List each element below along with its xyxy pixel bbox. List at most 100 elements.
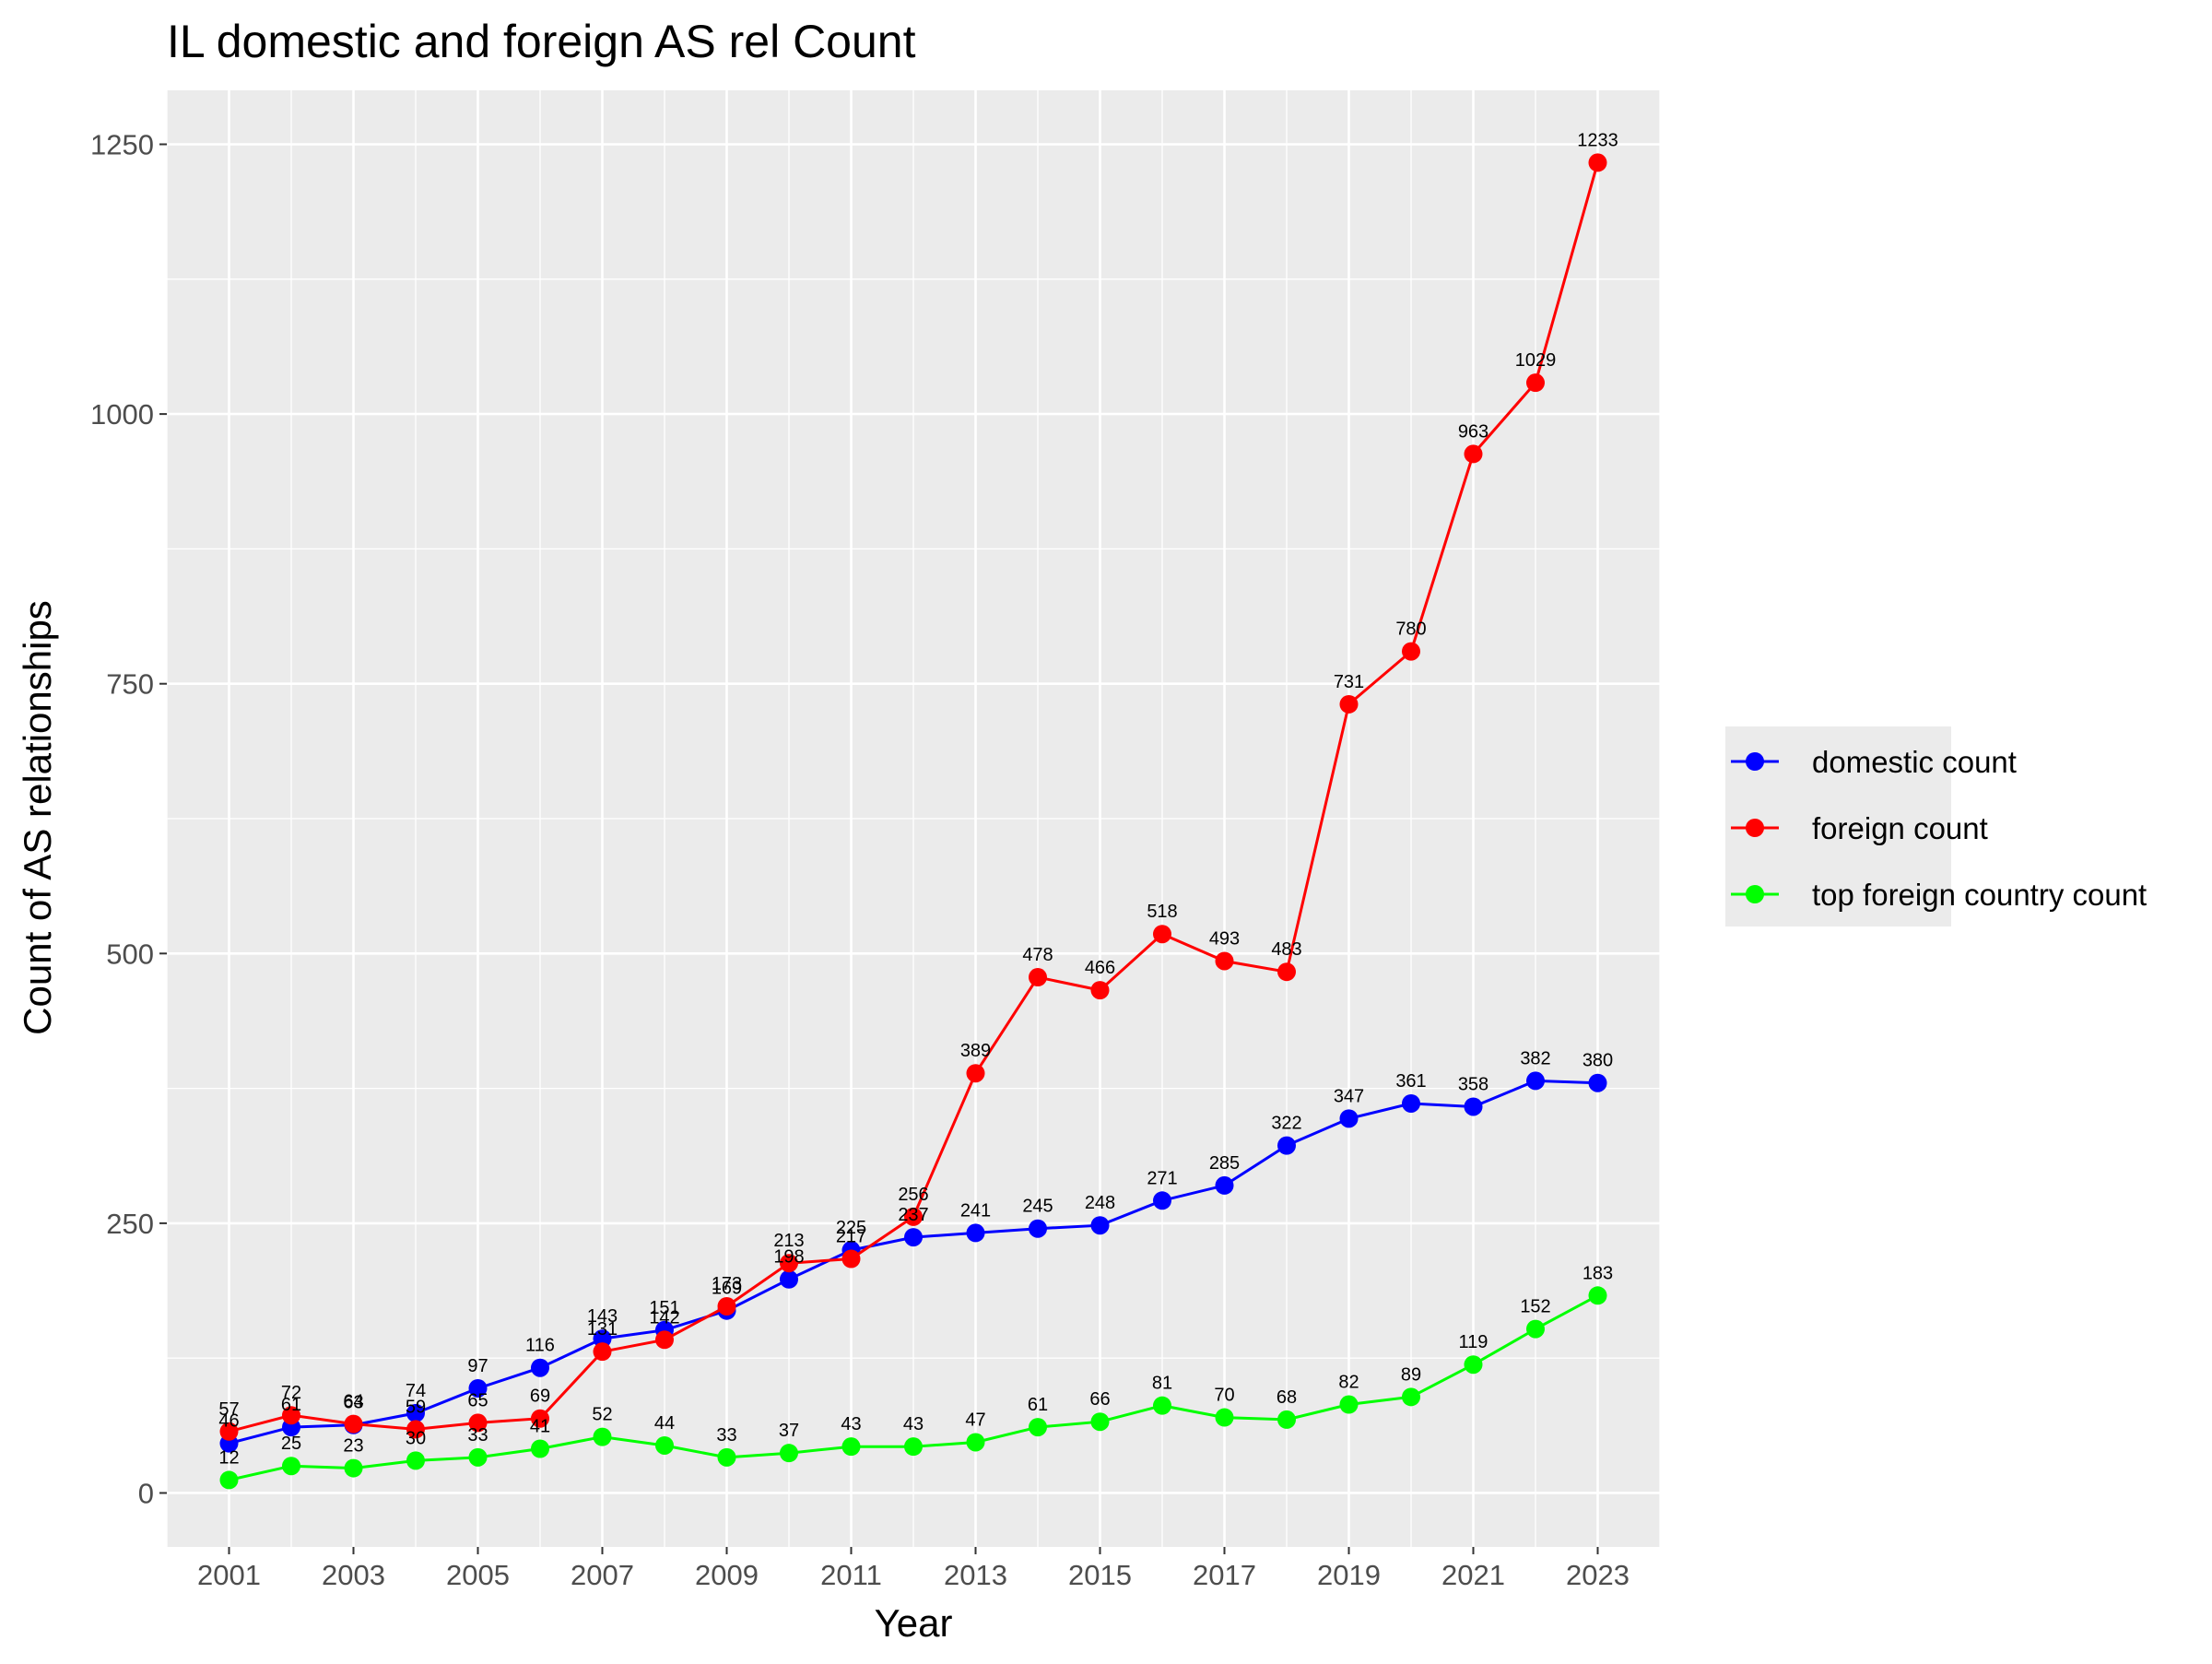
y-tick-label: 1000 <box>90 398 154 431</box>
data-label: 46 <box>218 1411 239 1432</box>
data-label: 61 <box>1028 1395 1048 1415</box>
data-label: 97 <box>467 1356 488 1376</box>
data-point <box>468 1413 488 1433</box>
data-point <box>717 1447 736 1467</box>
x-tick-label: 2007 <box>571 1559 634 1591</box>
data-point <box>904 1437 923 1457</box>
data-point <box>1215 1175 1234 1195</box>
data-point <box>655 1330 674 1350</box>
data-label: 81 <box>1152 1374 1172 1394</box>
y-tick-label: 750 <box>106 668 154 701</box>
x-tick-label: 2015 <box>1068 1559 1132 1591</box>
y-axis-title: Count of AS relationships <box>16 600 59 1035</box>
series-foreign-count <box>219 153 1607 1441</box>
y-tick-label: 500 <box>106 938 154 970</box>
legend-label: domestic count <box>1812 745 2017 779</box>
data-point <box>1402 1387 1420 1407</box>
data-label: 151 <box>649 1298 679 1318</box>
data-point <box>282 1457 300 1476</box>
data-point <box>1526 373 1545 393</box>
data-point <box>966 1433 985 1452</box>
legend-key-point <box>1746 752 1764 771</box>
data-point <box>780 1254 798 1273</box>
y-tick-label: 250 <box>106 1208 154 1240</box>
data-label: 213 <box>773 1231 804 1251</box>
data-point <box>1464 1355 1483 1375</box>
chart-title: IL domestic and foreign AS rel Count <box>167 16 916 67</box>
data-label: 241 <box>960 1200 991 1221</box>
data-label: 25 <box>281 1434 301 1454</box>
data-label: 198 <box>773 1247 804 1268</box>
data-label: 493 <box>1209 928 1240 949</box>
data-label: 74 <box>406 1381 426 1401</box>
x-tick-label: 2017 <box>1193 1559 1256 1591</box>
data-label: 23 <box>343 1436 363 1457</box>
data-label: 68 <box>1277 1387 1297 1408</box>
data-label: 131 <box>587 1319 618 1339</box>
data-point <box>1090 981 1110 1000</box>
data-point <box>904 1228 923 1247</box>
data-label: 237 <box>898 1205 928 1225</box>
data-point <box>966 1064 985 1083</box>
x-tick-label: 2013 <box>944 1559 1007 1591</box>
data-label: 69 <box>530 1387 550 1407</box>
data-label: 217 <box>836 1227 866 1247</box>
data-label: 30 <box>406 1428 426 1448</box>
data-point <box>1277 1136 1296 1155</box>
data-point <box>1526 1071 1545 1091</box>
data-point <box>1215 1408 1234 1427</box>
data-point <box>1464 1097 1483 1116</box>
data-point <box>1402 1093 1420 1113</box>
data-label: 89 <box>1401 1364 1421 1385</box>
x-tick-label: 2003 <box>322 1559 385 1591</box>
data-label: 322 <box>1271 1114 1301 1134</box>
data-point <box>1588 1286 1607 1305</box>
data-label: 70 <box>1214 1386 1234 1406</box>
data-label: 731 <box>1334 672 1364 692</box>
legend-key-point <box>1746 819 1764 837</box>
data-label: 143 <box>587 1306 618 1327</box>
data-label: 248 <box>1085 1193 1115 1213</box>
data-point <box>1588 153 1607 172</box>
data-point <box>1153 1191 1171 1210</box>
data-point <box>406 1403 425 1422</box>
x-tick-label: 2023 <box>1566 1559 1630 1591</box>
x-tick-label: 2011 <box>820 1559 882 1591</box>
data-label: 361 <box>1395 1071 1426 1092</box>
data-point <box>1339 1109 1359 1128</box>
data-point <box>1339 694 1359 714</box>
data-point <box>219 1470 239 1490</box>
data-label: 518 <box>1147 902 1177 922</box>
data-point <box>1526 1319 1545 1339</box>
data-point <box>344 1458 363 1478</box>
data-label: 41 <box>530 1416 550 1436</box>
data-label: 225 <box>836 1218 866 1238</box>
legend: domestic count foreign count top foreign c… <box>1725 726 2147 926</box>
data-label: 33 <box>716 1425 736 1446</box>
x-tick-label: 2005 <box>446 1559 510 1591</box>
data-label: 183 <box>1583 1263 1613 1283</box>
data-point <box>1277 962 1296 982</box>
data-label: 82 <box>1338 1373 1359 1393</box>
legend-key-point <box>1746 885 1764 903</box>
data-label: 52 <box>592 1405 612 1425</box>
data-label: 142 <box>649 1307 679 1328</box>
data-point <box>1090 1216 1110 1235</box>
y-tick-label: 0 <box>138 1477 154 1509</box>
data-label: 43 <box>841 1414 861 1434</box>
data-label: 478 <box>1022 945 1053 965</box>
data-point <box>468 1378 488 1398</box>
series-top-foreign-country-count <box>219 1286 1607 1490</box>
x-axis-title: Year <box>875 1601 953 1645</box>
data-label: 1233 <box>1577 130 1618 150</box>
data-label: 116 <box>525 1336 555 1356</box>
data-point <box>593 1427 612 1446</box>
data-label: 152 <box>1520 1297 1550 1317</box>
data-point <box>531 1439 549 1458</box>
data-point <box>1215 951 1234 971</box>
data-point <box>1090 1412 1110 1432</box>
data-label: 271 <box>1147 1168 1177 1188</box>
data-point <box>531 1358 549 1377</box>
